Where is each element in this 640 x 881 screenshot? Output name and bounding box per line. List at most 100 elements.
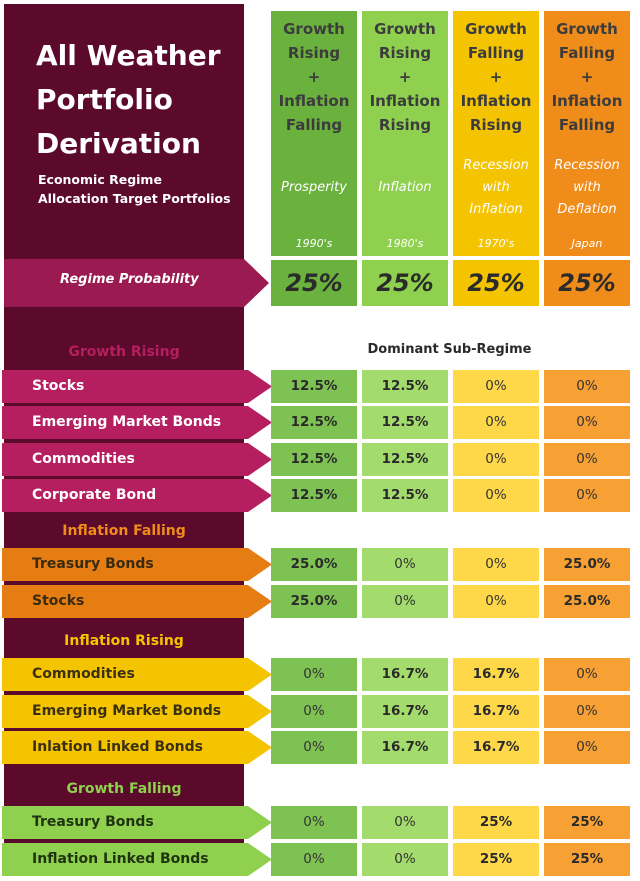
- regime-probability-value: 25%: [544, 260, 630, 306]
- allocation-cell: 0%: [453, 585, 539, 618]
- allocation-cell: 16.7%: [362, 731, 448, 764]
- subtitle-line: Allocation Target Portfolios: [38, 191, 231, 206]
- allocation-cell: 16.7%: [362, 695, 448, 728]
- regime-header-text: Growth Falling + Inflation Falling: [544, 17, 630, 137]
- allocation-cell: 16.7%: [453, 658, 539, 691]
- subtitle-line: Economic Regime: [38, 172, 162, 187]
- regime-header-line: Growth: [465, 20, 527, 38]
- allocation-cell: 0%: [362, 548, 448, 581]
- title-line: Portfolio: [36, 83, 173, 116]
- section-label: Growth Rising: [68, 344, 180, 360]
- regime-name-line: Inflation: [378, 180, 432, 195]
- regime-name-line: Inflation: [469, 202, 523, 217]
- regime-name-line: Prosperity: [281, 180, 347, 195]
- regime-header-line: +: [398, 68, 412, 86]
- asset-row-arrow: [2, 658, 272, 691]
- asset-row-arrow: [2, 843, 272, 876]
- allocation-cell: 0%: [544, 695, 630, 728]
- regime-name: Recession with Inflation: [453, 155, 539, 221]
- regime-header-line: Inflation: [278, 92, 350, 110]
- allocation-cell: 16.7%: [453, 695, 539, 728]
- regime-era: 1980's: [386, 237, 424, 250]
- allocation-cell: 0%: [271, 843, 357, 876]
- allocation-cell: 0%: [544, 731, 630, 764]
- asset-row-arrow: [2, 370, 272, 403]
- regime-probability-label: Regime Probability: [60, 272, 199, 287]
- allocation-cell: 0%: [544, 443, 630, 476]
- allocation-cell: 0%: [271, 695, 357, 728]
- allocation-cell: 0%: [362, 806, 448, 839]
- page-title: All Weather Portfolio Derivation: [36, 34, 241, 166]
- allocation-cell: 0%: [453, 370, 539, 403]
- allocation-cell: 12.5%: [362, 479, 448, 512]
- asset-row-arrow: [2, 731, 272, 764]
- regime-header-line: Inflation: [460, 92, 532, 110]
- regime-header-line: Inflation: [551, 92, 623, 110]
- allocation-cell: 0%: [453, 443, 539, 476]
- page-subtitle: Economic Regime Allocation Target Portfo…: [38, 170, 243, 208]
- asset-label: Treasury Bonds: [32, 814, 154, 830]
- regime-header-line: Rising: [287, 44, 341, 62]
- regime-probability-value: 25%: [271, 260, 357, 306]
- allocation-cell: 25%: [453, 843, 539, 876]
- asset-row-arrow: [2, 406, 272, 439]
- regime-header-line: Falling: [467, 44, 525, 62]
- regime-name-line: with: [573, 180, 601, 195]
- regime-column-header: Growth Rising + Inflation Falling Prosperity 1…: [271, 11, 357, 256]
- asset-label: Emerging Market Bonds: [32, 414, 222, 430]
- allocation-cell: 0%: [271, 731, 357, 764]
- allocation-cell: 16.7%: [362, 658, 448, 691]
- asset-row-arrow: [2, 548, 272, 581]
- allocation-cell: 12.5%: [362, 370, 448, 403]
- allocation-cell: 0%: [362, 843, 448, 876]
- asset-label: Commodities: [32, 666, 135, 682]
- allocation-cell: 0%: [362, 585, 448, 618]
- regime-header-line: Falling: [558, 116, 616, 134]
- regime-header-line: Growth: [283, 20, 345, 38]
- regime-name-line: Deflation: [557, 202, 617, 217]
- title-line: All Weather: [36, 39, 221, 72]
- asset-label: Corporate Bond: [32, 487, 157, 503]
- dominant-sub-regime-label: Dominant Sub-Regime: [367, 342, 532, 357]
- regime-header-line: Falling: [285, 116, 343, 134]
- regime-header-text: Growth Rising + Inflation Rising: [362, 17, 448, 137]
- asset-row-arrow: [2, 695, 272, 728]
- regime-header-line: +: [489, 68, 503, 86]
- regime-name-line: Recession: [463, 158, 529, 173]
- allocation-cell: 0%: [453, 548, 539, 581]
- allocation-cell: 25.0%: [544, 548, 630, 581]
- regime-name-line: with: [482, 180, 510, 195]
- allocation-cell: 0%: [453, 406, 539, 439]
- regime-header-line: Inflation: [369, 92, 441, 110]
- allocation-cell: 12.5%: [271, 406, 357, 439]
- regime-probability-arrow: [4, 259, 269, 307]
- regime-header-line: Falling: [558, 44, 616, 62]
- asset-row-arrow: [2, 479, 272, 512]
- regime-name-line: Recession: [554, 158, 620, 173]
- section-label: Inflation Rising: [64, 633, 184, 649]
- regime-header-line: Rising: [469, 116, 523, 134]
- asset-label: Treasury Bonds: [32, 556, 154, 572]
- allocation-cell: 0%: [544, 658, 630, 691]
- asset-label: Stocks: [32, 593, 85, 609]
- regime-header-text: Growth Falling + Inflation Rising: [453, 17, 539, 137]
- regime-header-line: Rising: [378, 44, 432, 62]
- regime-header-line: +: [580, 68, 594, 86]
- regime-era: 1970's: [477, 237, 515, 250]
- regime-name: Inflation: [362, 177, 448, 199]
- asset-label: Commodities: [32, 451, 135, 467]
- allocation-cell: 12.5%: [271, 443, 357, 476]
- asset-label: Inlation Linked Bonds: [32, 739, 203, 755]
- allocation-cell: 12.5%: [362, 443, 448, 476]
- title-line: Derivation: [36, 127, 201, 160]
- allocation-cell: 0%: [271, 658, 357, 691]
- allocation-cell: 0%: [544, 479, 630, 512]
- regime-probability-value: 25%: [362, 260, 448, 306]
- allocation-cell: 25.0%: [544, 585, 630, 618]
- allocation-cell: 25.0%: [271, 585, 357, 618]
- section-label: Growth Falling: [66, 781, 182, 797]
- allocation-cell: 16.7%: [453, 731, 539, 764]
- allocation-cell: 0%: [544, 370, 630, 403]
- regime-header-line: +: [307, 68, 321, 86]
- allocation-cell: 0%: [453, 479, 539, 512]
